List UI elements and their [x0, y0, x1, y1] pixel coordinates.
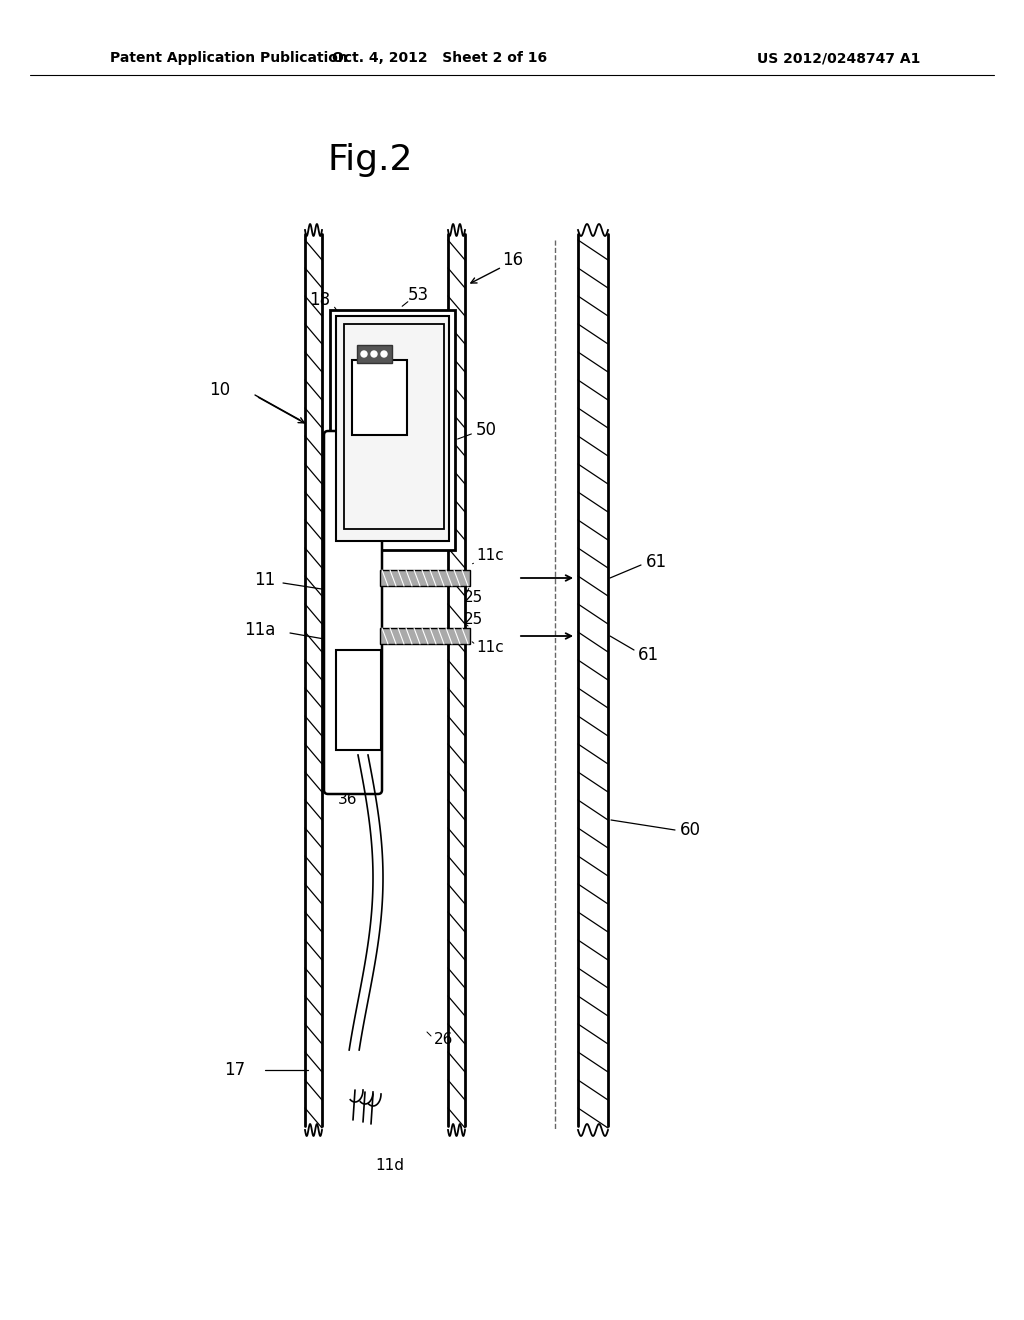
Bar — [344, 323, 444, 529]
Text: 25: 25 — [464, 612, 483, 627]
Bar — [336, 315, 449, 541]
Text: 60: 60 — [680, 821, 701, 840]
Text: 11: 11 — [254, 572, 275, 589]
Bar — [357, 345, 392, 363]
Text: 61: 61 — [646, 553, 667, 572]
Text: 25: 25 — [464, 590, 483, 606]
Text: 17: 17 — [224, 1061, 246, 1078]
Text: 11b: 11b — [370, 400, 393, 413]
Text: Patent Application Publication: Patent Application Publication — [110, 51, 348, 65]
Text: 36: 36 — [338, 792, 357, 808]
Text: 16: 16 — [502, 251, 523, 269]
Text: 11d: 11d — [376, 1158, 404, 1172]
Bar — [380, 628, 470, 644]
Text: 10: 10 — [210, 381, 230, 399]
Text: 11c: 11c — [476, 640, 504, 656]
Circle shape — [371, 351, 377, 356]
Circle shape — [381, 351, 387, 356]
Text: US 2012/0248747 A1: US 2012/0248747 A1 — [757, 51, 920, 65]
Text: Fig.2: Fig.2 — [328, 143, 413, 177]
Circle shape — [361, 351, 367, 356]
Text: 35: 35 — [321, 693, 340, 708]
FancyBboxPatch shape — [324, 432, 382, 795]
Text: 61: 61 — [638, 645, 659, 664]
Bar — [380, 570, 470, 586]
Text: 18: 18 — [309, 290, 330, 309]
Bar — [352, 360, 407, 436]
Text: 50: 50 — [476, 421, 497, 440]
Text: 11a: 11a — [245, 620, 275, 639]
Bar — [336, 649, 381, 750]
Text: 26: 26 — [434, 1032, 454, 1048]
Bar — [330, 310, 455, 550]
Text: 53: 53 — [408, 286, 429, 304]
Text: Oct. 4, 2012   Sheet 2 of 16: Oct. 4, 2012 Sheet 2 of 16 — [333, 51, 548, 65]
Text: 11c: 11c — [476, 549, 504, 564]
